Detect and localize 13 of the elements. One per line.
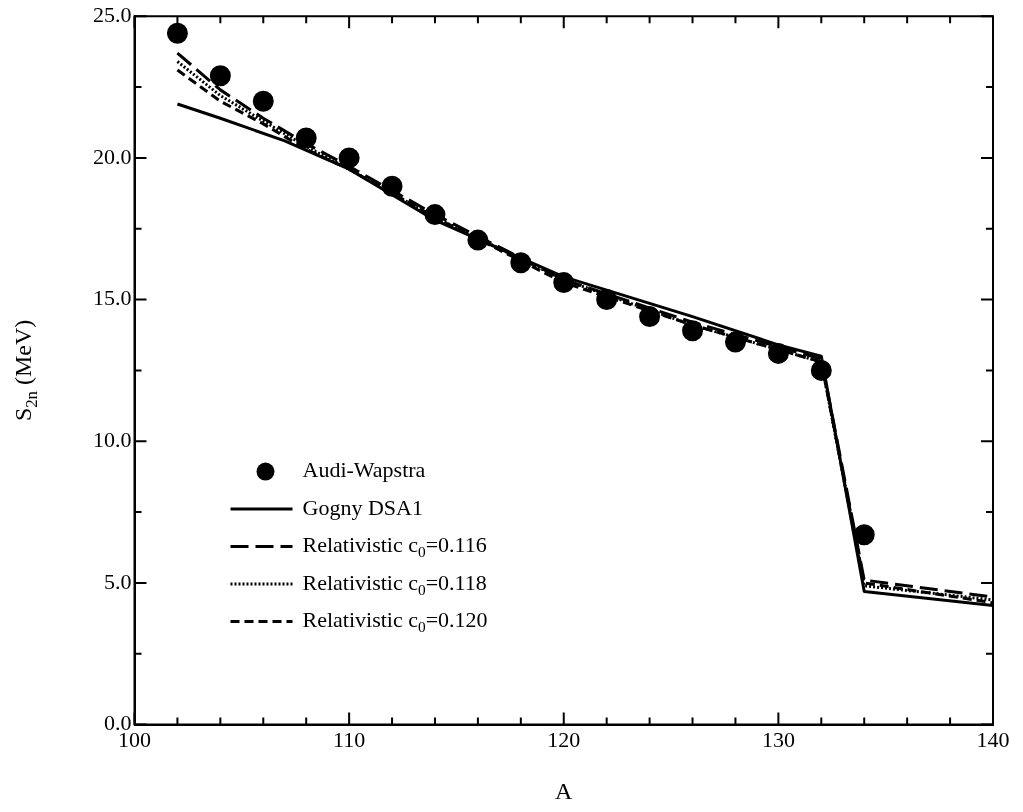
legend-label: Gogny DSA1: [302, 494, 423, 520]
y-axis-title: S2n (MeV): [10, 319, 41, 422]
x-tick-label: 120: [547, 726, 581, 752]
x-tick-label: 140: [976, 726, 1010, 752]
x-tick-label: 110: [333, 726, 366, 752]
y-tick-label: 10.0: [93, 427, 132, 453]
y-tick-label: 20.0: [93, 143, 132, 169]
legend-label: Audi-Wapstra: [302, 457, 426, 483]
x-axis-title: A: [555, 777, 574, 804]
y-tick-label: 25.0: [93, 1, 132, 27]
y-tick-label: 15.0: [93, 285, 132, 311]
y-tick-label: 5.0: [104, 568, 132, 594]
x-tick-label: 130: [761, 726, 795, 752]
